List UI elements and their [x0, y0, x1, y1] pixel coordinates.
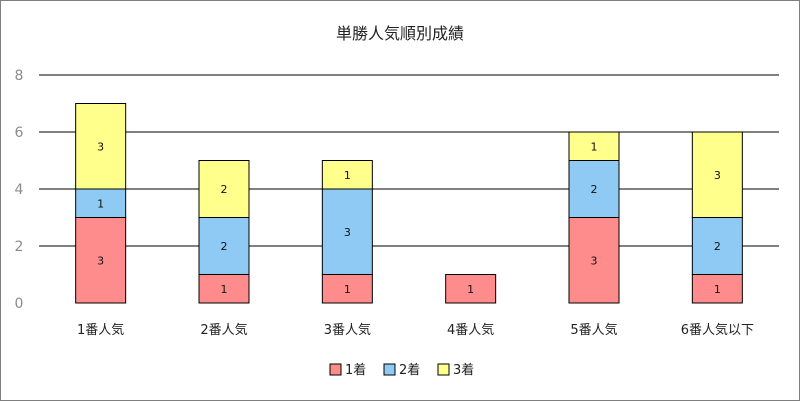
- bar-segment: [321, 160, 373, 190]
- bar-value-label: 3: [97, 254, 104, 267]
- bar-value-label: 1: [591, 140, 598, 153]
- bar-value-label: 2: [714, 240, 721, 253]
- chart-title: 単勝人気順別成績: [336, 24, 464, 43]
- bar-value-label: 2: [221, 240, 228, 253]
- bar-segment: [321, 188, 373, 275]
- x-tick-label: 2番人気: [200, 322, 247, 338]
- bar-value-label: 1: [714, 283, 721, 296]
- legend-swatch: [329, 363, 342, 376]
- y-tick-label: 2: [15, 239, 24, 255]
- bar-value-label: 3: [591, 254, 598, 267]
- x-tick-label: 4番人気: [447, 322, 494, 338]
- bar-segment: [75, 188, 127, 218]
- x-tick-label: 1番人気: [77, 322, 124, 338]
- bar-segment: [75, 103, 127, 190]
- legend-swatch: [437, 363, 450, 376]
- bar-value-label: 2: [591, 183, 598, 196]
- y-tick-label: 8: [15, 68, 24, 84]
- bars: 3 1 3 1 2 2 1 3 1 1 3 2 1 1 2 3: [75, 103, 743, 304]
- x-tick-label: 5番人気: [570, 322, 617, 338]
- bar-value-label: 1: [344, 283, 351, 296]
- legend-swatch: [383, 363, 396, 376]
- bar-value-label: 3: [97, 140, 104, 153]
- bar-segment: [568, 160, 620, 218]
- y-axis-ticks: 0 2 4 6 8: [15, 68, 24, 312]
- bar-segment: [691, 131, 743, 218]
- bar-value-label: 3: [344, 226, 351, 239]
- bar-segment: [691, 217, 743, 275]
- bar-value-label: 1: [97, 197, 104, 210]
- x-axis-ticks: 1番人気 2番人気 3番人気 4番人気 5番人気 6番人気以下: [77, 322, 754, 338]
- bar-segment: [198, 217, 250, 275]
- y-tick-label: 4: [15, 182, 24, 198]
- bar-segment: [445, 274, 497, 304]
- y-tick-label: 0: [15, 296, 24, 312]
- legend: 1着 2着 3着: [329, 362, 474, 378]
- bar-value-label: 1: [221, 283, 228, 296]
- bar-value-label: 1: [344, 169, 351, 182]
- bar-segment: [198, 160, 250, 218]
- x-tick-label: 3番人気: [324, 322, 371, 338]
- bar-segment: [568, 217, 620, 304]
- bar-value-label: 2: [221, 183, 228, 196]
- bar-segment: [568, 131, 620, 161]
- bar-value-label: 3: [714, 169, 721, 182]
- bar-segment: [321, 274, 373, 304]
- bar-value-label: 1: [467, 283, 474, 296]
- gridlines: [39, 74, 779, 247]
- legend-label: 3着: [453, 362, 474, 378]
- y-tick-label: 6: [15, 125, 24, 141]
- bar-segment: [198, 274, 250, 304]
- legend-label: 2着: [399, 362, 420, 378]
- legend-label: 1着: [345, 362, 366, 378]
- x-tick-label: 6番人気以下: [681, 322, 754, 338]
- bar-segment: [75, 217, 127, 304]
